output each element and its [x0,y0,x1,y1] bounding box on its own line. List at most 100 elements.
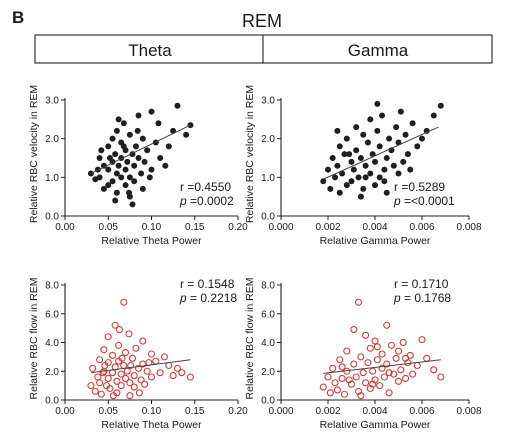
y-tick-label: 8.0 [261,281,275,292]
data-point [320,178,327,185]
data-point [109,135,116,142]
data-point [162,162,169,169]
data-point [348,178,355,185]
data-point [126,379,134,387]
x-tick-label: 0.15 [185,406,205,417]
data-point [183,131,190,138]
y-axis-label: Relative RBC flow in REM [244,278,256,400]
y-tick-label: 6.0 [261,309,275,320]
data-point [394,347,403,355]
y-tick-label: 3.0 [261,96,275,107]
data-point [364,139,371,146]
data-point [118,174,125,181]
y-tick-label: 2.0 [261,367,275,378]
data-point [134,364,143,372]
data-point [324,373,332,381]
data-point [392,354,400,362]
data-point [334,162,341,169]
data-point [355,174,362,181]
p-symbol: p [179,291,187,305]
data-point [338,374,346,382]
p-value: =<0.0001 [401,194,455,208]
data-point [326,389,334,397]
data-point [383,189,390,196]
data-point [148,108,155,115]
data-point [135,112,142,119]
y-tick-label: 1.0 [261,173,275,184]
data-point [414,143,421,150]
data-point [113,170,120,177]
data-point [419,135,425,142]
data-point [393,124,400,131]
data-point [99,369,107,377]
data-point [376,382,384,390]
y-tick-label: 2.0 [261,134,275,145]
data-point [139,337,147,345]
data-point [126,189,133,196]
data-point [117,382,125,390]
data-point [137,376,145,384]
data-point [362,162,369,169]
data-point [394,377,403,385]
data-point [109,351,117,359]
data-point [343,135,350,142]
x-tick-label: 0.008 [456,406,481,417]
data-point [399,338,407,347]
data-point [115,326,124,334]
x-tick-label: 0.006 [409,406,434,417]
data-point [141,380,149,388]
data-point [139,135,146,142]
data-point [100,185,107,192]
data-point [155,120,162,127]
data-point [400,158,407,165]
data-point [353,124,360,131]
data-point [106,384,114,393]
data-point [334,127,341,134]
data-point [430,366,438,374]
p-value-label: p =<0.0001 [393,194,455,208]
p-value-label: p =0.0002 [179,194,234,208]
data-point [379,112,386,119]
data-point [385,369,393,377]
data-point [336,356,344,364]
y-tick-label: 6.0 [45,309,59,320]
data-point [378,364,386,372]
data-point [367,116,374,123]
data-point [367,170,374,177]
regression-line [323,126,439,180]
data-point [89,364,97,372]
data-point [157,155,164,161]
data-point [143,367,151,375]
data-point [402,131,409,138]
data-point [374,127,381,134]
data-point [374,100,381,107]
data-point [437,373,445,381]
y-tick-label: 2.0 [45,134,59,145]
r-value-label: r =0.5289 [394,180,445,194]
data-point [357,353,365,361]
x-tick-label: 0.004 [362,406,387,417]
data-point [165,361,173,370]
data-point [134,127,141,134]
data-point [146,174,153,181]
x-tick-label: 0.10 [142,222,162,233]
data-point [152,357,160,365]
data-point [109,392,117,400]
y-axis-label: Relative RBC velocity in REM [28,85,40,223]
data-point [115,341,123,349]
data-point [340,390,349,398]
data-point [423,127,430,134]
x-axis-label: Relative Theta Power [101,235,202,247]
data-point [409,120,416,127]
y-tick-label: 1.0 [45,173,59,184]
data-point [341,151,348,158]
data-point [336,189,343,196]
data-point [98,147,105,154]
data-point [336,143,343,150]
data-point [125,330,133,338]
y-tick-label: 0.0 [45,212,59,223]
data-point [383,155,390,161]
data-point [401,374,410,382]
column-header-gamma: Gamma [348,41,409,60]
data-point [100,162,107,169]
